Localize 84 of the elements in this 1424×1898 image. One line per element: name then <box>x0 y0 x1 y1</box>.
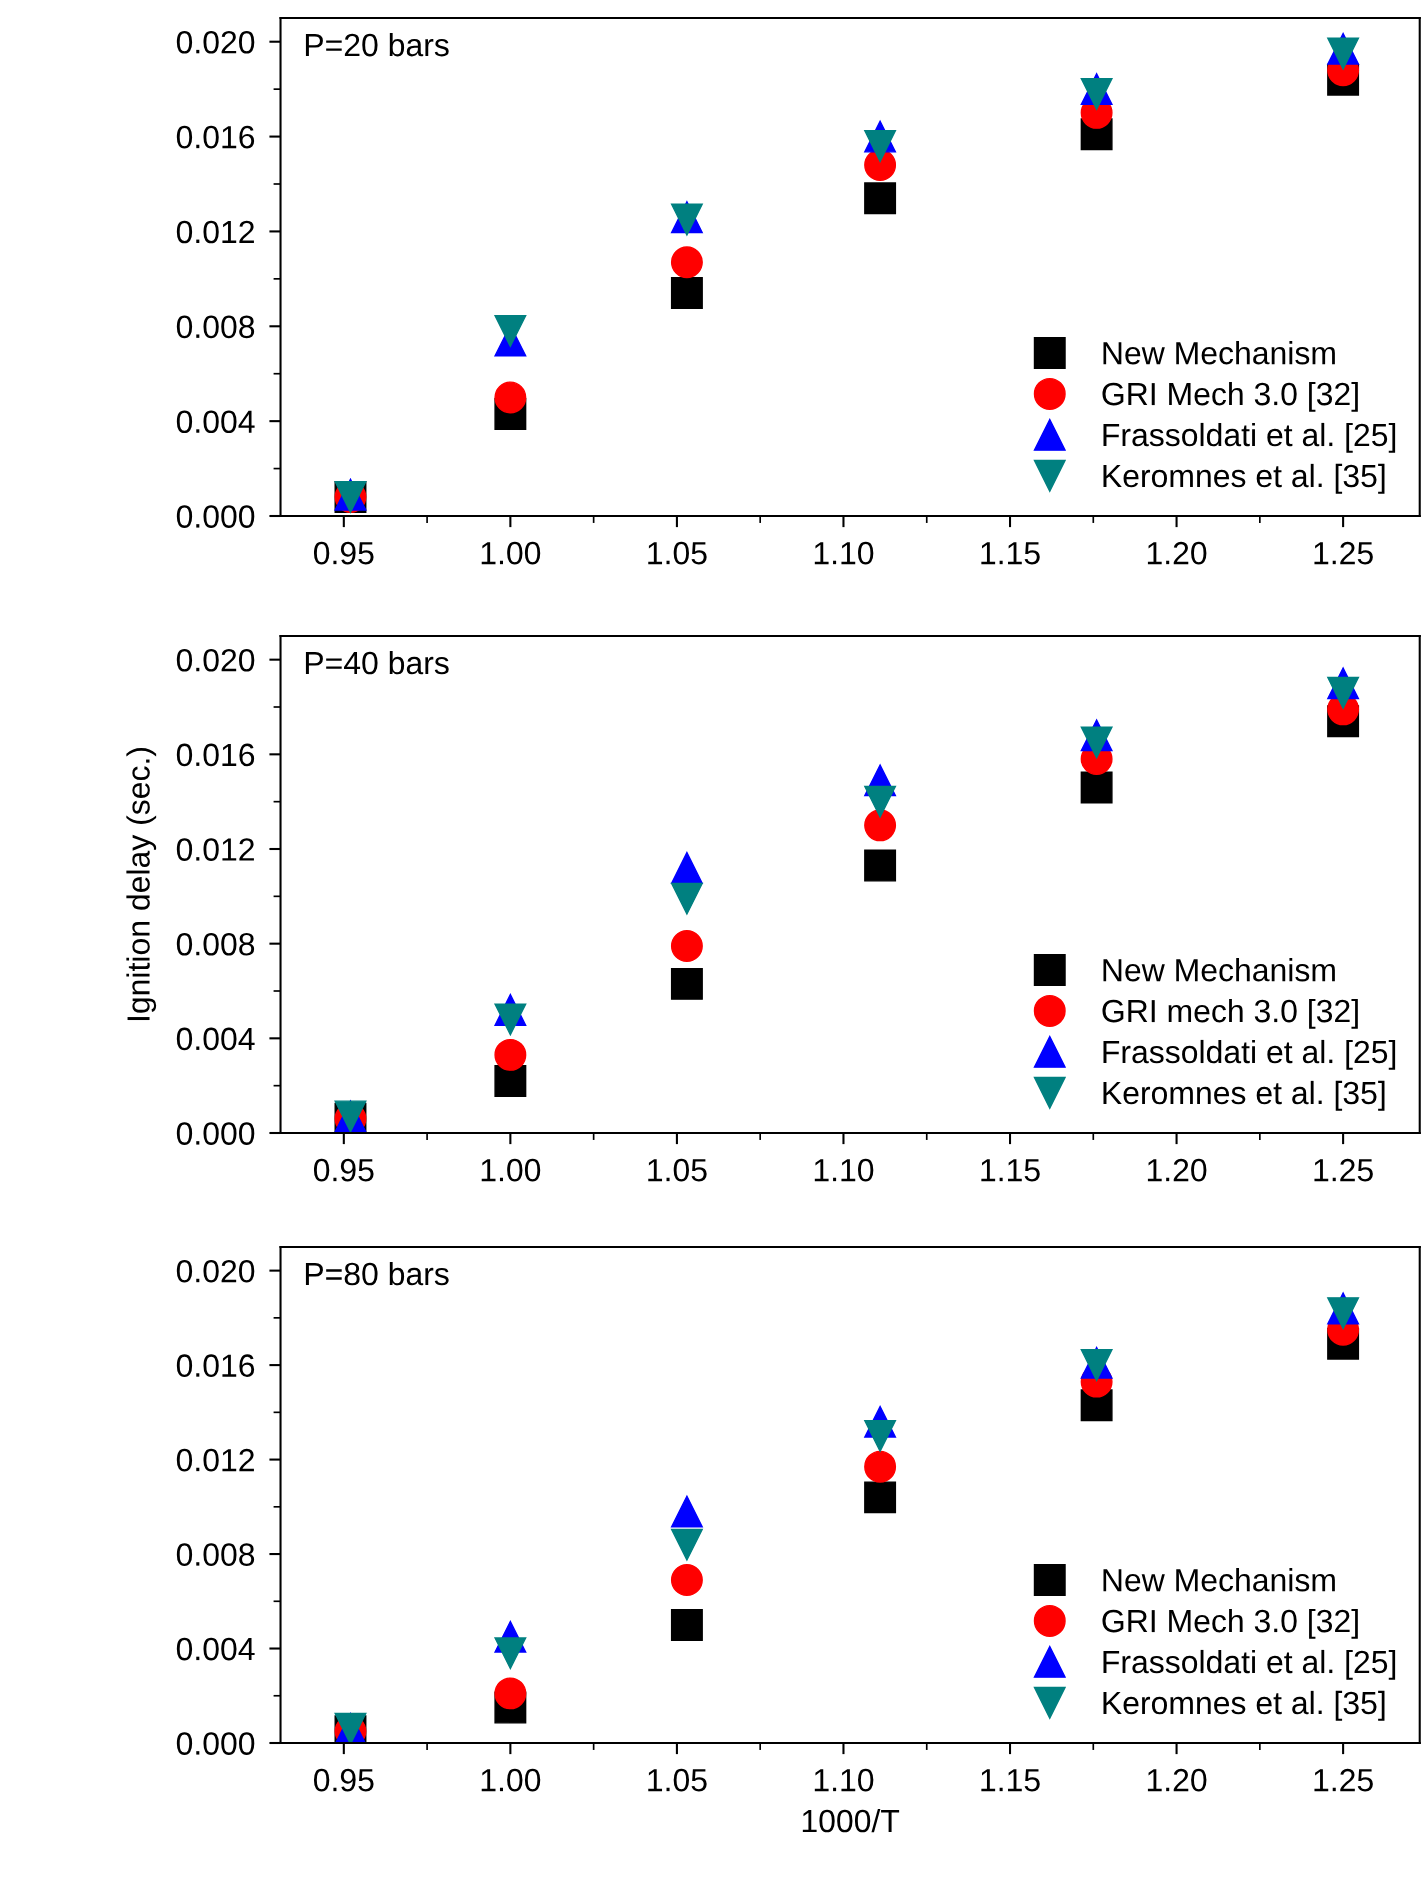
x-tick-label: 1.00 <box>481 1158 541 1182</box>
x-tick-label: 0.95 <box>313 1158 374 1182</box>
y-tick-label: 0.008 <box>176 1543 255 1566</box>
x-tick-label: 1.15 <box>981 1159 1040 1182</box>
y-tick-label: 0.012 <box>176 220 254 244</box>
point <box>670 1608 703 1641</box>
point <box>670 967 703 1000</box>
annotation: P=40 bars <box>305 650 449 675</box>
point <box>864 1481 897 1514</box>
y-tick-label: 0.004 <box>176 1027 255 1051</box>
y-tick-label: 0.000 <box>176 505 255 528</box>
x-tick-label: 1.10 <box>814 1768 874 1792</box>
x-tick-label: 0.95 <box>313 541 374 565</box>
point <box>670 1495 703 1528</box>
x-tick-label: 1.00 <box>481 1768 541 1792</box>
y-tick-label: 0.004 <box>176 1637 255 1661</box>
x-tick-label: 0.95 <box>313 1768 374 1792</box>
legend-label: Frassoldati et al. [25] <box>1103 1649 1396 1680</box>
y-axis-title: Ignition delay (sec.) <box>126 747 157 1021</box>
point <box>670 246 703 279</box>
point <box>864 1419 897 1452</box>
point <box>864 785 897 818</box>
x-tick-label: 1.00 <box>481 541 541 565</box>
x-tick-label: 1.15 <box>981 1769 1040 1792</box>
point <box>494 1064 527 1097</box>
legend-label: Keromnes et al. [35] <box>1103 1690 1385 1721</box>
point <box>1080 726 1113 759</box>
point <box>494 315 527 348</box>
y-tick-label: 0.012 <box>176 838 254 861</box>
x-tick-label: 1.05 <box>648 1768 707 1792</box>
point <box>494 381 527 414</box>
x-tick-label: 1.20 <box>1147 1768 1207 1792</box>
legend-label: New Mechanism <box>1103 957 1335 982</box>
point <box>1327 676 1360 709</box>
legend-label: New Mechanism <box>1103 340 1335 365</box>
legend-label: GRI Mech 3.0 [32] <box>1102 381 1358 412</box>
point <box>670 930 703 963</box>
y-tick-label: 0.008 <box>176 932 255 956</box>
point <box>494 1637 527 1670</box>
y-tick-label: 0.016 <box>176 1354 255 1377</box>
legend-label: Keromnes et al. [35] <box>1103 463 1385 494</box>
point <box>864 130 897 163</box>
point <box>670 1564 703 1597</box>
legend-label: GRI mech 3.0 [32] <box>1102 998 1358 1029</box>
y-tick-label: 0.008 <box>176 315 255 339</box>
legend-label: GRI Mech 3.0 [32] <box>1102 1608 1358 1639</box>
point <box>494 1677 527 1710</box>
x-tick-label: 1.10 <box>814 541 874 565</box>
point <box>864 809 897 842</box>
x-tick-label: 1.05 <box>648 1158 707 1182</box>
annotation: P=20 bars <box>305 32 449 57</box>
y-tick-label: 0.000 <box>176 1732 255 1755</box>
x-tick-label: 1.05 <box>648 541 707 565</box>
legend-label: Frassoldati et al. [25] <box>1103 1039 1396 1070</box>
point <box>864 849 897 882</box>
annotation: P=80 bars <box>305 1261 449 1286</box>
x-axis-title: 1000/T <box>802 1808 900 1833</box>
x-tick-label: 1.20 <box>1147 541 1207 565</box>
y-tick-label: 0.016 <box>176 125 255 149</box>
y-tick-label: 0.012 <box>176 1448 254 1472</box>
point <box>670 882 703 915</box>
point <box>864 182 897 215</box>
y-tick-label: 0.020 <box>176 30 255 54</box>
x-tick-label: 1.10 <box>814 1158 874 1182</box>
point <box>864 1450 897 1483</box>
y-tick-label: 0.020 <box>176 648 255 672</box>
legend-label: New Mechanism <box>1103 1567 1335 1592</box>
y-tick-label: 0.004 <box>176 410 255 434</box>
legend-label: Frassoldati et al. [25] <box>1103 422 1396 453</box>
point <box>670 277 703 310</box>
x-tick-label: 1.25 <box>1314 1158 1373 1182</box>
y-tick-label: 0.020 <box>176 1259 255 1283</box>
y-tick-label: 0.016 <box>176 743 255 767</box>
point <box>494 1003 527 1036</box>
x-tick-label: 1.15 <box>981 542 1040 565</box>
x-tick-label: 1.25 <box>1314 1768 1373 1792</box>
point <box>670 1528 703 1561</box>
x-tick-label: 1.20 <box>1147 1158 1207 1182</box>
point <box>494 1038 527 1071</box>
point <box>1080 771 1113 804</box>
y-tick-label: 0.000 <box>176 1122 255 1145</box>
x-tick-label: 1.25 <box>1314 541 1373 565</box>
legend-label: Keromnes et al. [35] <box>1103 1080 1385 1111</box>
point <box>670 851 703 884</box>
